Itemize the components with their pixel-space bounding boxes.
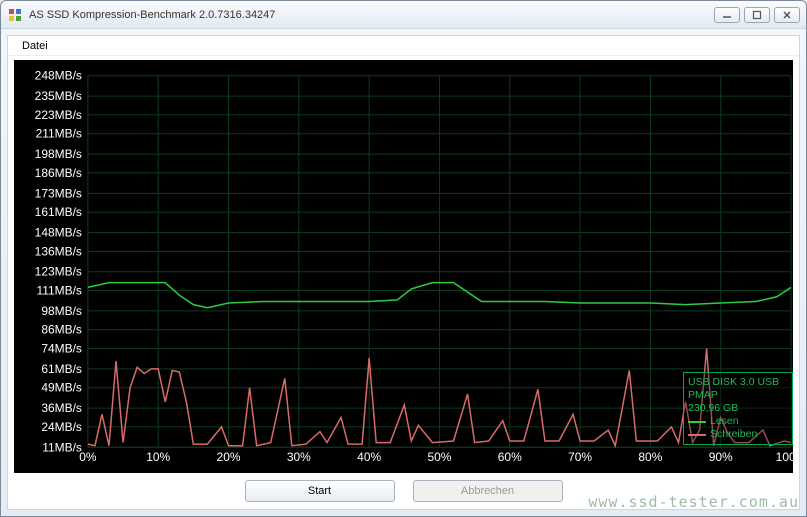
svg-text:100%: 100% <box>776 450 793 464</box>
svg-text:90%: 90% <box>709 450 733 464</box>
svg-text:123MB/s: 123MB/s <box>35 265 82 279</box>
titlebar: AS SSD Kompression-Benchmark 2.0.7316.34… <box>1 1 806 29</box>
svg-text:98MB/s: 98MB/s <box>41 304 82 318</box>
svg-text:111MB/s: 111MB/s <box>36 284 81 298</box>
chart-area: 248MB/s 235MB/s 223MB/s 211MB/s 198MB/s 186MB… <box>14 60 793 473</box>
legend-label-write: Schreiben <box>710 428 757 441</box>
svg-text:223MB/s: 223MB/s <box>35 108 82 122</box>
svg-text:49MB/s: 49MB/s <box>41 381 82 395</box>
legend-device1: USB DISK 3.0 USB <box>688 376 788 389</box>
svg-text:11MB/s: 11MB/s <box>42 440 82 454</box>
start-button[interactable]: Start <box>245 480 395 502</box>
svg-text:10%: 10% <box>146 450 170 464</box>
svg-text:173MB/s: 173MB/s <box>35 186 82 200</box>
svg-text:80%: 80% <box>638 450 662 464</box>
svg-text:235MB/s: 235MB/s <box>35 89 82 103</box>
cancel-button: Abbrechen <box>413 480 563 502</box>
window-title: AS SSD Kompression-Benchmark 2.0.7316.34… <box>29 9 714 21</box>
svg-text:60%: 60% <box>498 450 522 464</box>
legend-label-read: Lesen <box>710 415 739 428</box>
close-button[interactable] <box>774 7 800 23</box>
svg-text:24MB/s: 24MB/s <box>41 420 82 434</box>
svg-text:186MB/s: 186MB/s <box>35 166 82 180</box>
compression-chart: 248MB/s 235MB/s 223MB/s 211MB/s 198MB/s 186MB… <box>14 60 793 473</box>
svg-text:36MB/s: 36MB/s <box>41 401 82 415</box>
app-icon <box>7 7 23 23</box>
svg-text:161MB/s: 161MB/s <box>35 205 82 219</box>
legend-box: USB DISK 3.0 USB PMAP 230,96 GB Lesen Sc… <box>683 372 793 445</box>
svg-text:248MB/s: 248MB/s <box>35 69 82 83</box>
svg-text:0%: 0% <box>79 450 97 464</box>
svg-text:136MB/s: 136MB/s <box>35 244 82 258</box>
menubar: Datei <box>8 36 799 56</box>
svg-text:70%: 70% <box>568 450 592 464</box>
legend-capacity: 230,96 GB <box>688 402 788 415</box>
svg-text:40%: 40% <box>357 450 381 464</box>
maximize-button[interactable] <box>744 7 770 23</box>
svg-text:198MB/s: 198MB/s <box>35 147 82 161</box>
svg-text:61MB/s: 61MB/s <box>41 362 82 376</box>
legend-item-read: Lesen <box>688 415 788 428</box>
svg-text:211MB/s: 211MB/s <box>36 127 82 141</box>
minimize-button[interactable] <box>714 7 740 23</box>
svg-text:20%: 20% <box>217 450 241 464</box>
svg-text:74MB/s: 74MB/s <box>41 342 82 356</box>
content-pane: Datei 248MB/s 235MB/s 223MB/s 211MB/s 198MB/… <box>7 35 800 510</box>
legend-item-write: Schreiben <box>688 428 788 441</box>
legend-swatch-read <box>688 421 706 423</box>
svg-text:50%: 50% <box>427 450 451 464</box>
window-controls <box>714 7 800 23</box>
app-window: AS SSD Kompression-Benchmark 2.0.7316.34… <box>0 0 807 517</box>
svg-text:30%: 30% <box>287 450 311 464</box>
svg-text:148MB/s: 148MB/s <box>35 226 82 240</box>
legend-swatch-write <box>688 434 706 436</box>
menu-datei[interactable]: Datei <box>14 38 56 54</box>
legend-device2: PMAP <box>688 389 788 402</box>
svg-text:86MB/s: 86MB/s <box>41 323 82 337</box>
watermark: www.ssd-tester.com.au <box>588 493 799 511</box>
